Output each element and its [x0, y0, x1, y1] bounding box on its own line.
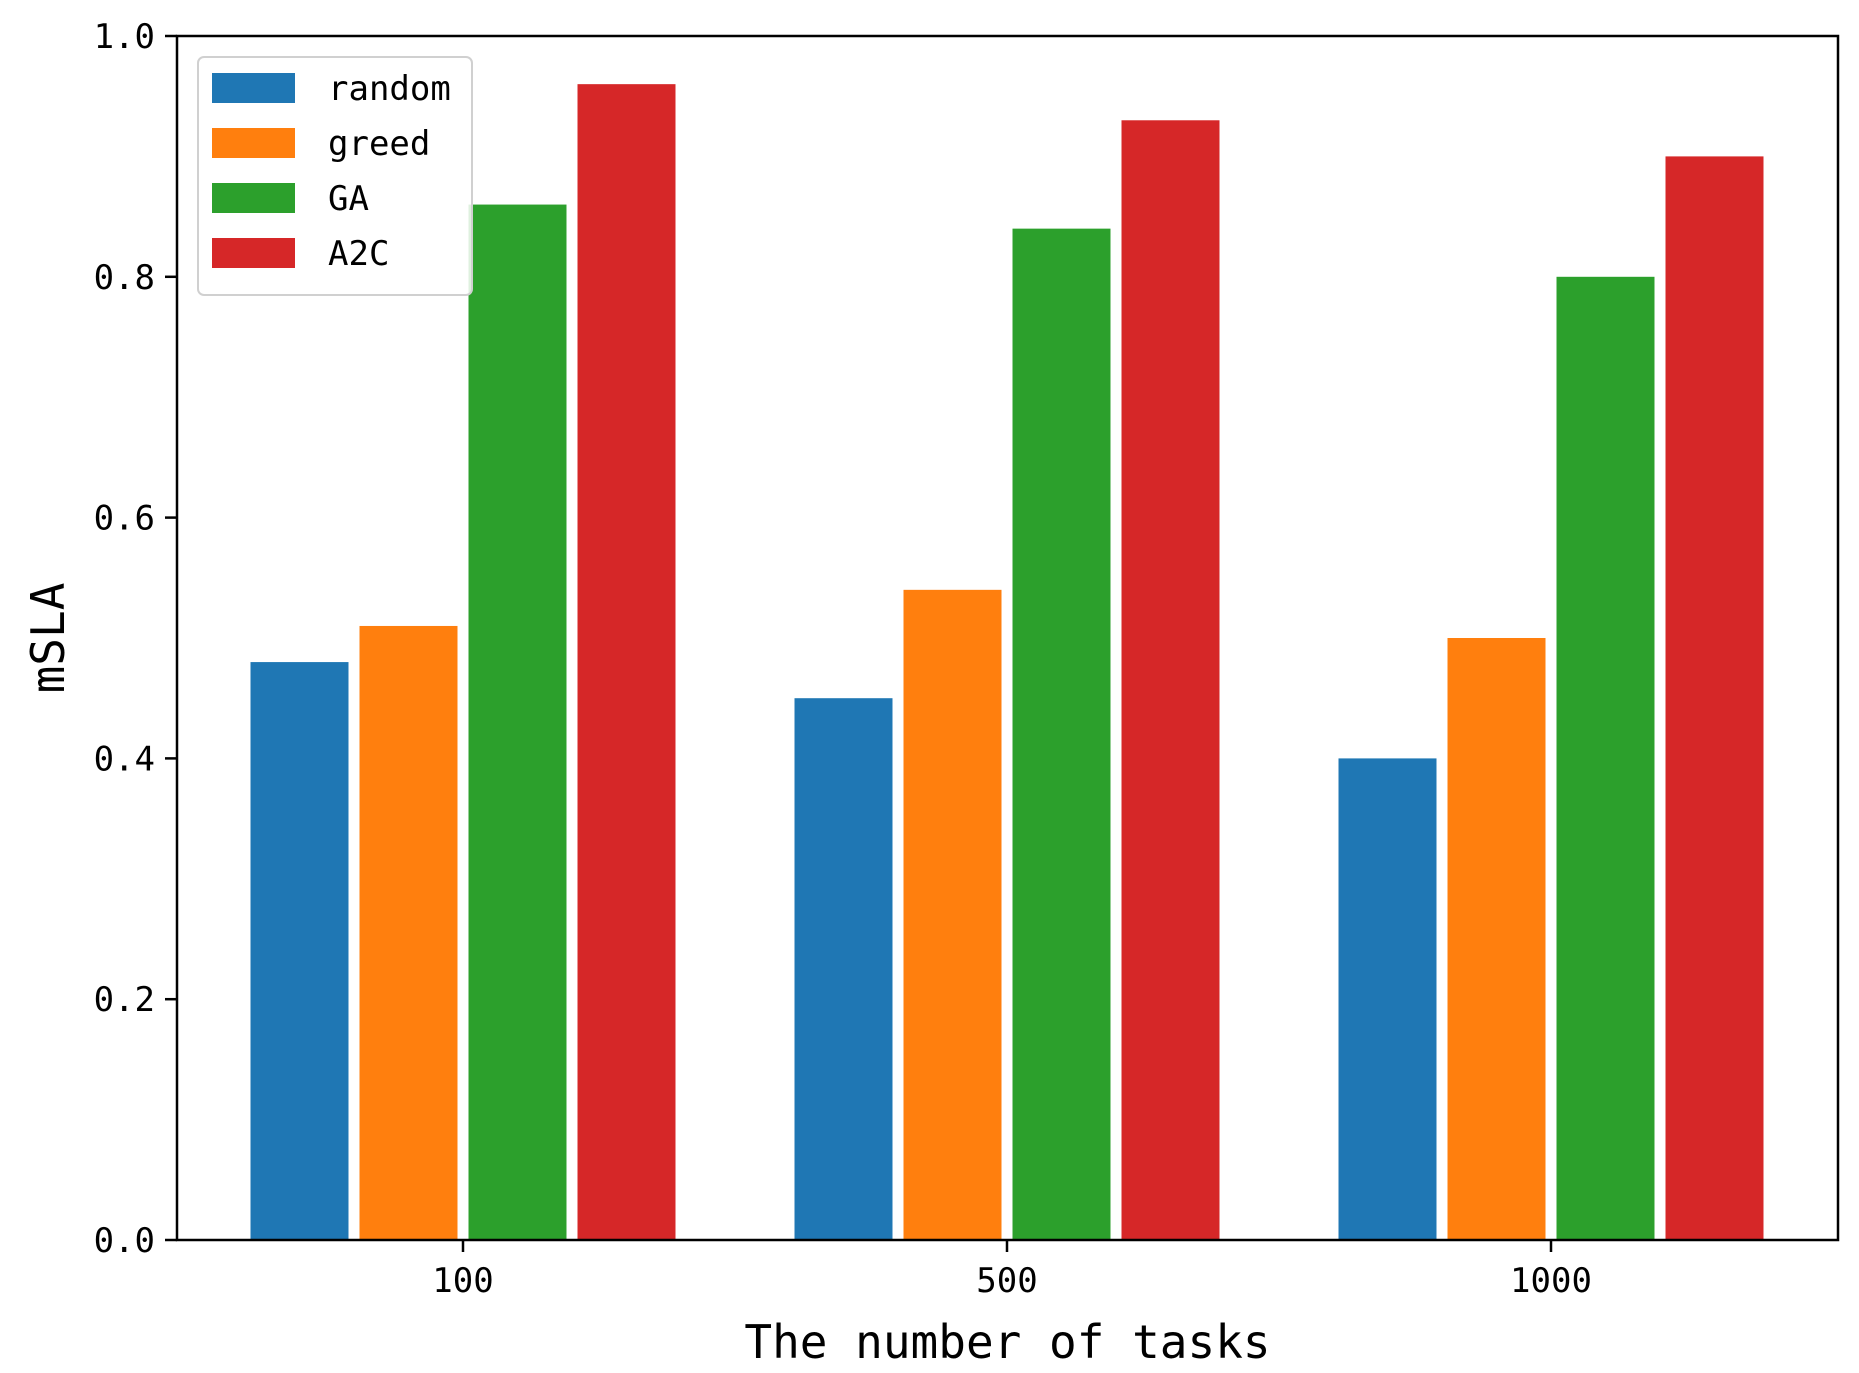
y-tick-label: 0.4: [94, 739, 155, 779]
legend-swatch-random: [212, 73, 295, 103]
bar-greed-100: [359, 625, 458, 1240]
bar-a2c-500: [1121, 120, 1220, 1240]
x-axis: 100 500 1000: [432, 1240, 1592, 1301]
legend-swatch-a2c: [212, 238, 295, 268]
legend-frame: [197, 56, 473, 296]
legend-label-ga: GA: [328, 179, 369, 219]
y-tick-label: 1.0: [94, 17, 155, 57]
y-tick-label: 0.2: [94, 980, 155, 1020]
legend-swatch-ga: [212, 183, 295, 213]
x-tick-label: 1000: [1510, 1261, 1592, 1301]
legend: random greed GA A2C: [197, 56, 473, 296]
legend-swatch-greed: [212, 128, 295, 158]
bars-group: [250, 84, 1764, 1240]
legend-label-greed: greed: [328, 124, 430, 164]
y-tick-label: 0.6: [94, 499, 155, 539]
bar-a2c-1000: [1665, 156, 1764, 1240]
bar-random-500: [794, 698, 893, 1240]
x-tick-label: 500: [976, 1261, 1037, 1301]
bar-ga-500: [1012, 228, 1111, 1240]
x-axis-label: The number of tasks: [744, 1315, 1270, 1369]
bar-a2c-100: [577, 84, 676, 1240]
y-axis: 0.0 0.2 0.4 0.6 0.8 1.0: [94, 17, 177, 1261]
bar-greed-1000: [1447, 638, 1546, 1240]
legend-label-a2c: A2C: [328, 234, 389, 274]
legend-label-random: random: [328, 69, 451, 109]
bar-random-100: [250, 662, 349, 1240]
y-tick-label: 0.0: [94, 1221, 155, 1261]
y-axis-label: mSLA: [21, 583, 75, 694]
x-tick-label: 100: [432, 1261, 493, 1301]
y-tick-label: 0.8: [94, 258, 155, 298]
bar-greed-500: [903, 589, 1002, 1240]
bar-ga-1000: [1556, 276, 1655, 1240]
bar-ga-100: [468, 204, 567, 1240]
bar-random-1000: [1338, 758, 1437, 1240]
